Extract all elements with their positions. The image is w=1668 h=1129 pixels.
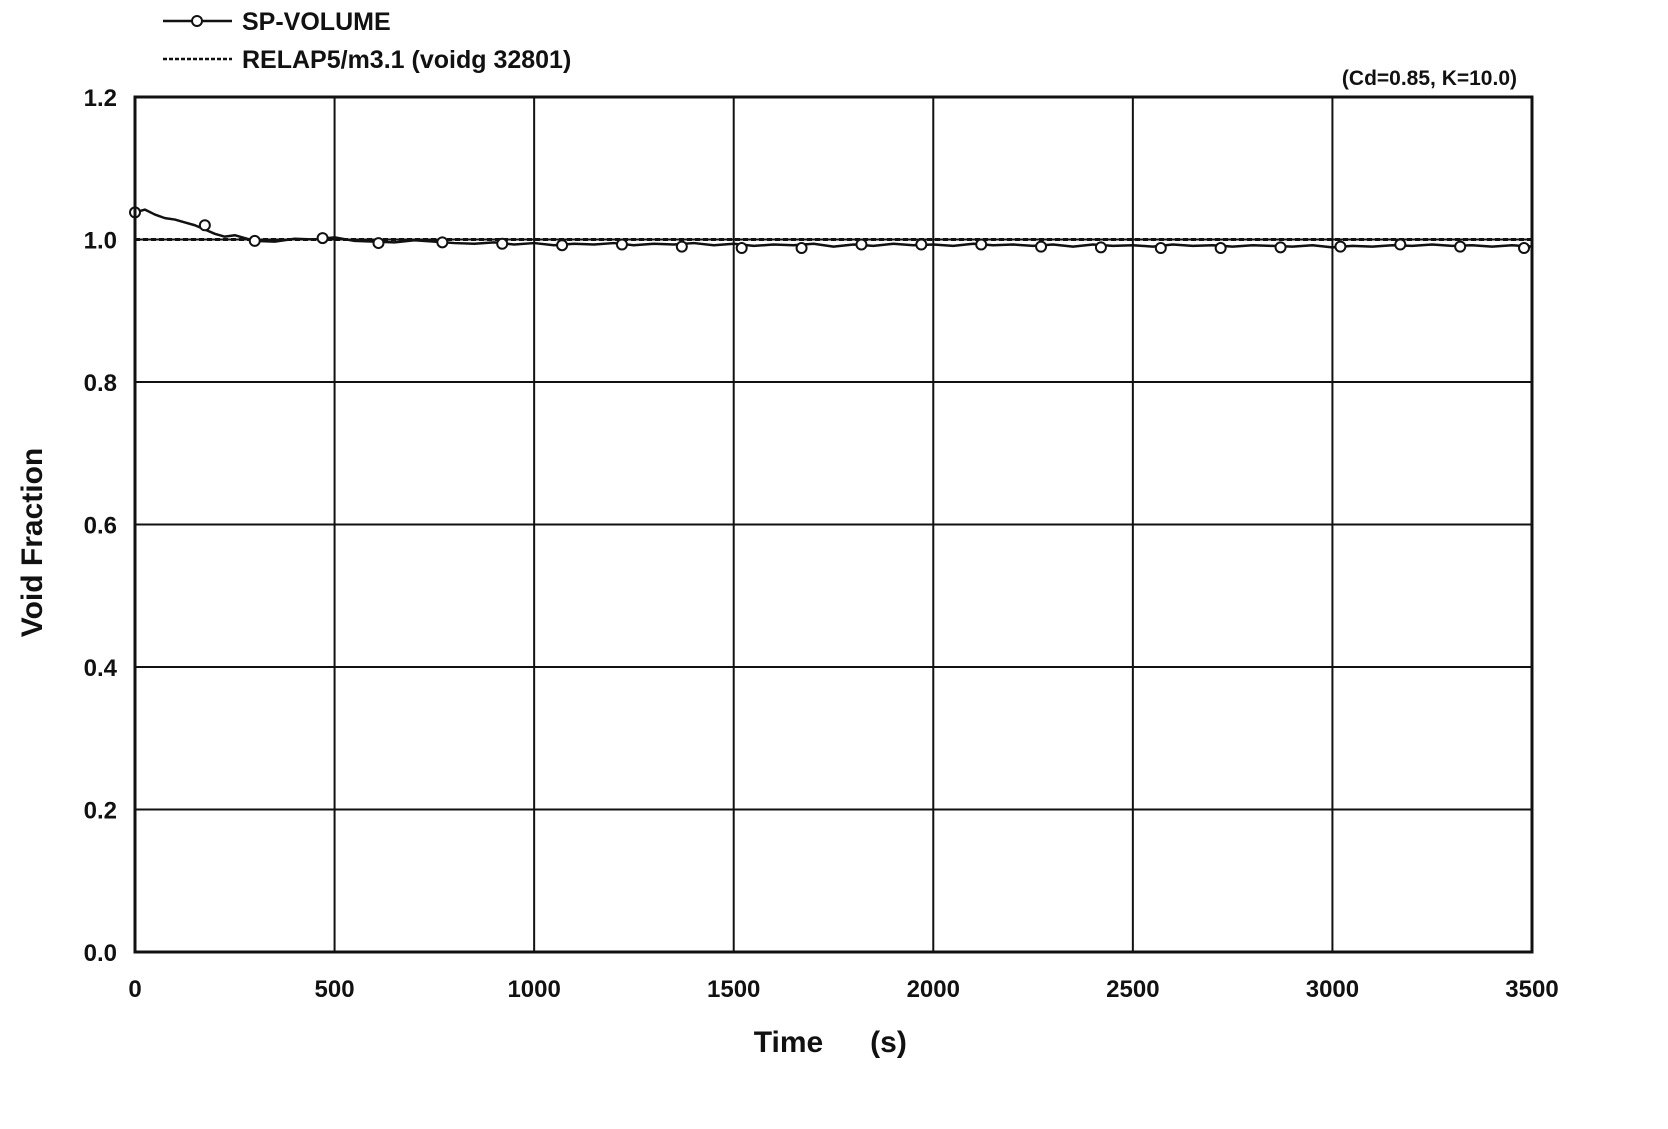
parameter-annotation: (Cd=0.85, K=10.0)	[1342, 67, 1517, 90]
sp-volume-point	[735, 242, 748, 255]
sp-volume-point	[615, 238, 628, 251]
sp-volume-point	[1454, 240, 1467, 253]
y-axis-label: Void Fraction	[16, 448, 49, 637]
sp-volume-point	[1214, 242, 1227, 255]
y-tick-label: 0.0	[84, 940, 117, 967]
sp-volume-point	[248, 234, 261, 247]
y-tick-label: 1.0	[84, 228, 117, 255]
sp-volume-point	[1334, 240, 1347, 253]
sp-volume-point	[436, 236, 449, 249]
y-tick-label: 0.4	[84, 655, 118, 682]
x-tick-label: 1500	[707, 976, 760, 1003]
x-tick-label: 1000	[507, 976, 560, 1003]
y-tick-label: 0.6	[84, 513, 117, 540]
y-tick-label: 0.8	[84, 370, 117, 397]
sp-volume-point	[675, 240, 688, 253]
x-axis-label-unit: (s)	[870, 1026, 907, 1059]
y-tick-label: 0.2	[84, 798, 117, 825]
grid-lines	[134, 96, 1533, 953]
sp-volume-point	[556, 239, 569, 252]
series-sp-volume-line	[134, 208, 1533, 249]
legend-label-sp-volume: SP-VOLUME	[242, 8, 391, 36]
plot-frame	[133, 95, 1534, 954]
sp-volume-point	[198, 219, 211, 232]
sp-volume-point	[795, 242, 808, 255]
sp-volume-point	[915, 238, 928, 251]
tick-labels: 0 500 1000 1500 2000 2500 3000 3500 0.0 0.2 0.4 0.6…	[84, 85, 1559, 1003]
x-axis-label-time: Time	[754, 1026, 823, 1059]
x-tick-label: 2500	[1106, 976, 1159, 1003]
sp-volume-point	[1094, 241, 1107, 254]
y-tick-label: 1.2	[84, 85, 117, 112]
legend: SP-VOLUME RELAP5/m3.1 (voidg 32801)	[163, 8, 571, 74]
sp-volume-point	[372, 237, 385, 250]
sp-volume-point	[316, 232, 329, 245]
sp-volume-point	[1274, 241, 1287, 254]
legend-label-relap5: RELAP5/m3.1 (voidg 32801)	[242, 46, 571, 74]
sp-volume-point	[1518, 242, 1531, 255]
sp-volume-point	[1035, 240, 1048, 253]
x-tick-label: 500	[315, 976, 355, 1003]
sp-volume-point	[855, 238, 868, 251]
x-tick-label: 3000	[1306, 976, 1359, 1003]
sp-volume-point	[1394, 238, 1407, 251]
legend-marker-sp-volume	[191, 15, 203, 27]
sp-volume-point	[496, 237, 509, 250]
sp-volume-point	[975, 238, 988, 251]
x-tick-label: 2000	[907, 976, 960, 1003]
series-layer	[129, 206, 1533, 255]
sp-volume-point	[1154, 242, 1167, 255]
x-tick-label: 0	[128, 976, 141, 1003]
x-tick-label: 3500	[1505, 976, 1558, 1003]
